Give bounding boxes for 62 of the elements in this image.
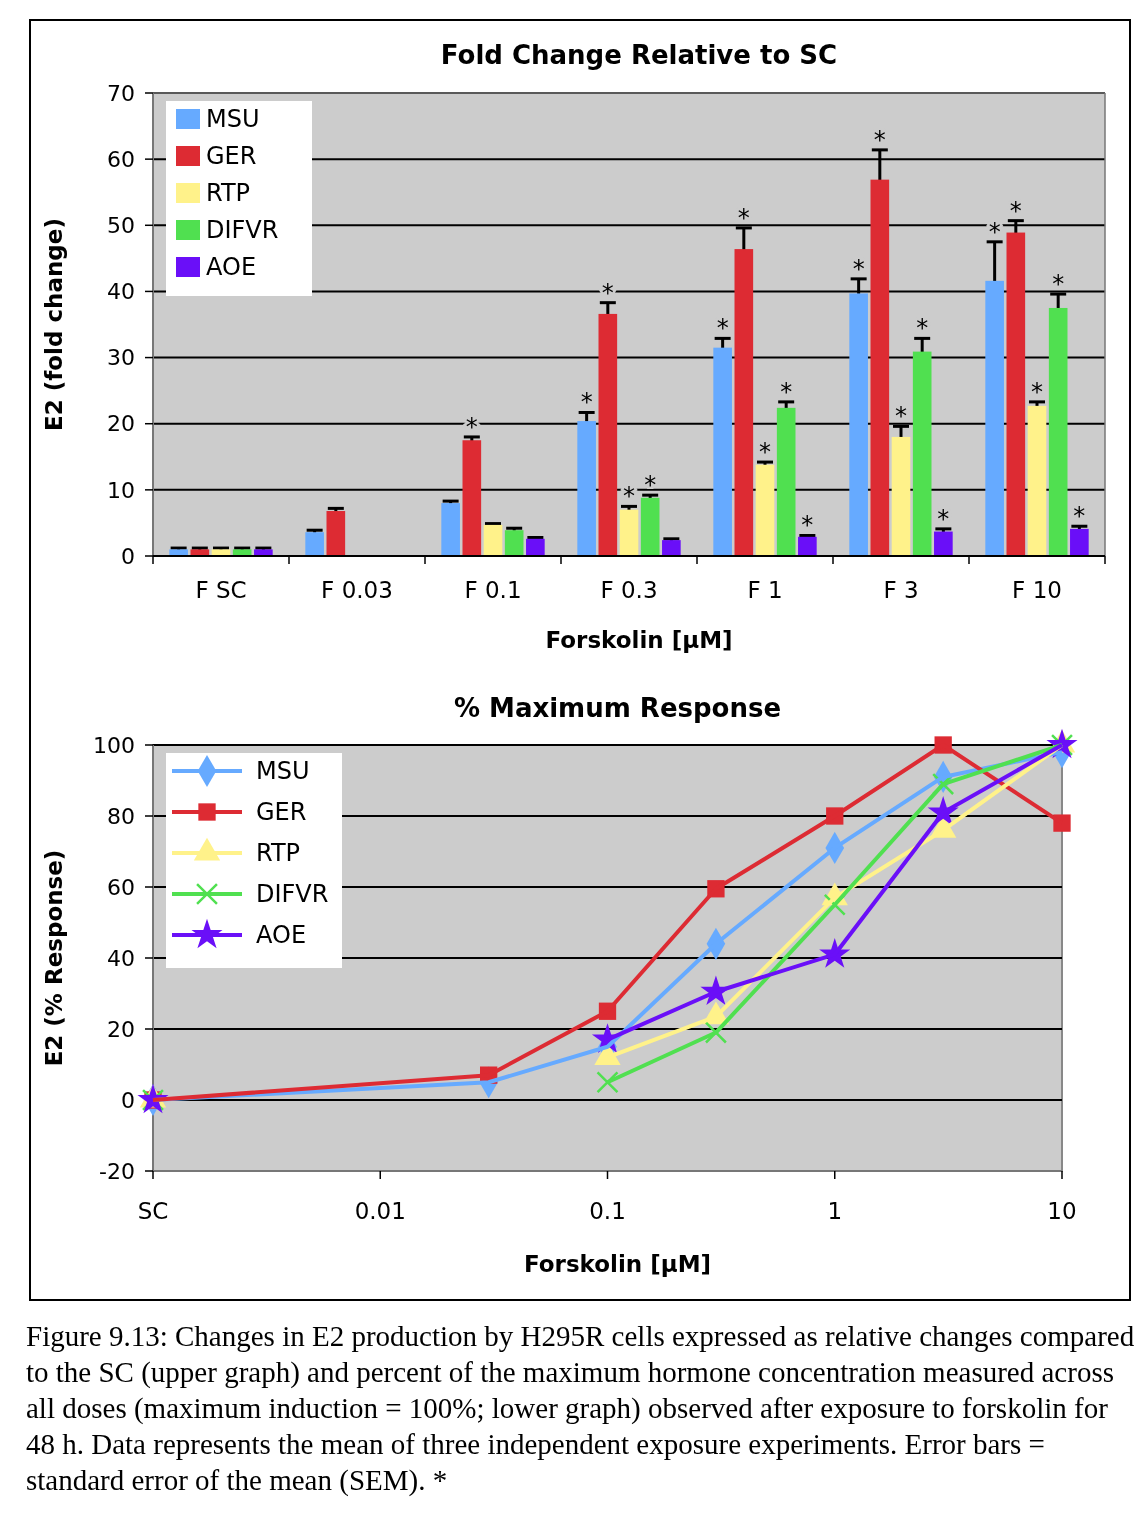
data-label: *	[988, 217, 1001, 246]
data-label: *	[644, 471, 657, 500]
data-label: *	[716, 314, 729, 343]
caption: Figure 9.13: Changes in E2 production by H295R cells expressed as relative changes compared to the SC (upper graph) and percent of the maximum hormone concentration measured across all doses (maximum induction = 100%; lower graph) observed after exposure to forskolin for 48 h. Data represents the mean of three independent exposure experiments. Error bars = standard error of the mean (SEM). *	[26, 1319, 1136, 1498]
y-tick-label: 60	[107, 146, 135, 172]
y-tick-label: 100	[93, 732, 135, 758]
y-tick-label: 40	[107, 279, 135, 305]
data-label: *	[873, 125, 886, 154]
data-label: *	[580, 388, 593, 417]
data-label: *	[916, 314, 929, 343]
x-axis-title: Forskolin [μM]	[523, 1251, 712, 1277]
y-tick-label: 70	[107, 80, 135, 106]
x-tick-label: F 10	[1012, 577, 1062, 603]
chart-title: Fold Change Relative to SC	[440, 40, 838, 70]
legend-label: GER	[206, 142, 257, 171]
y-tick-label: -20	[99, 1158, 135, 1184]
x-tick-label: SC	[137, 1198, 169, 1224]
legend-label: RTP	[256, 839, 301, 868]
x-tick-label: 0.1	[589, 1198, 626, 1224]
x-tick-label: 0.01	[354, 1198, 406, 1224]
x-tick-label: F 0.3	[600, 577, 658, 603]
x-tick-label: 1	[827, 1198, 843, 1224]
x-tick-label: 10	[1047, 1198, 1077, 1224]
data-label: *	[1009, 196, 1022, 225]
x-tick-label: F 0.03	[321, 577, 393, 603]
legend-label: MSU	[256, 757, 310, 786]
legend-label: AOE	[206, 253, 257, 282]
data-label: *	[759, 438, 771, 467]
data-label: *	[780, 377, 793, 406]
legend-label: RTP	[206, 179, 251, 208]
data-label: *	[1052, 270, 1065, 299]
x-tick-label: F SC	[195, 577, 247, 603]
y-axis-title: E2 (% Response)	[41, 849, 67, 1067]
y-tick-label: 80	[107, 803, 135, 829]
legend-label: DIFVR	[256, 880, 329, 909]
data-label: *	[937, 504, 950, 533]
y-tick-label: 50	[107, 212, 135, 238]
x-tick-label: F 1	[747, 577, 783, 603]
y-tick-label: 20	[107, 1016, 135, 1042]
legend-label: MSU	[206, 105, 260, 134]
data-label: *	[852, 254, 865, 283]
y-tick-label: 30	[107, 345, 135, 371]
y-tick-label: 0	[121, 1087, 135, 1113]
y-tick-label: 10	[107, 477, 135, 503]
data-label: *	[895, 402, 907, 431]
chart-title: % Maximum Response	[453, 693, 782, 723]
y-tick-label: 20	[107, 411, 135, 437]
y-axis-title: E2 (fold change)	[41, 218, 67, 431]
x-axis-title: Forskolin [μM]	[545, 627, 733, 653]
data-label: *	[623, 482, 635, 511]
x-tick-label: F 3	[883, 577, 919, 603]
legend-label: DIFVR	[206, 216, 279, 245]
y-tick-label: 40	[107, 945, 135, 971]
legend-label: GER	[256, 798, 307, 827]
y-tick-label: 0	[121, 543, 135, 569]
data-label: *	[1073, 502, 1086, 531]
data-label: *	[1031, 377, 1043, 406]
data-label: *	[737, 203, 750, 232]
data-label: *	[801, 511, 814, 540]
x-tick-label: F 0.1	[464, 577, 522, 603]
y-tick-label: 60	[107, 874, 135, 900]
legend-label: AOE	[256, 921, 307, 950]
